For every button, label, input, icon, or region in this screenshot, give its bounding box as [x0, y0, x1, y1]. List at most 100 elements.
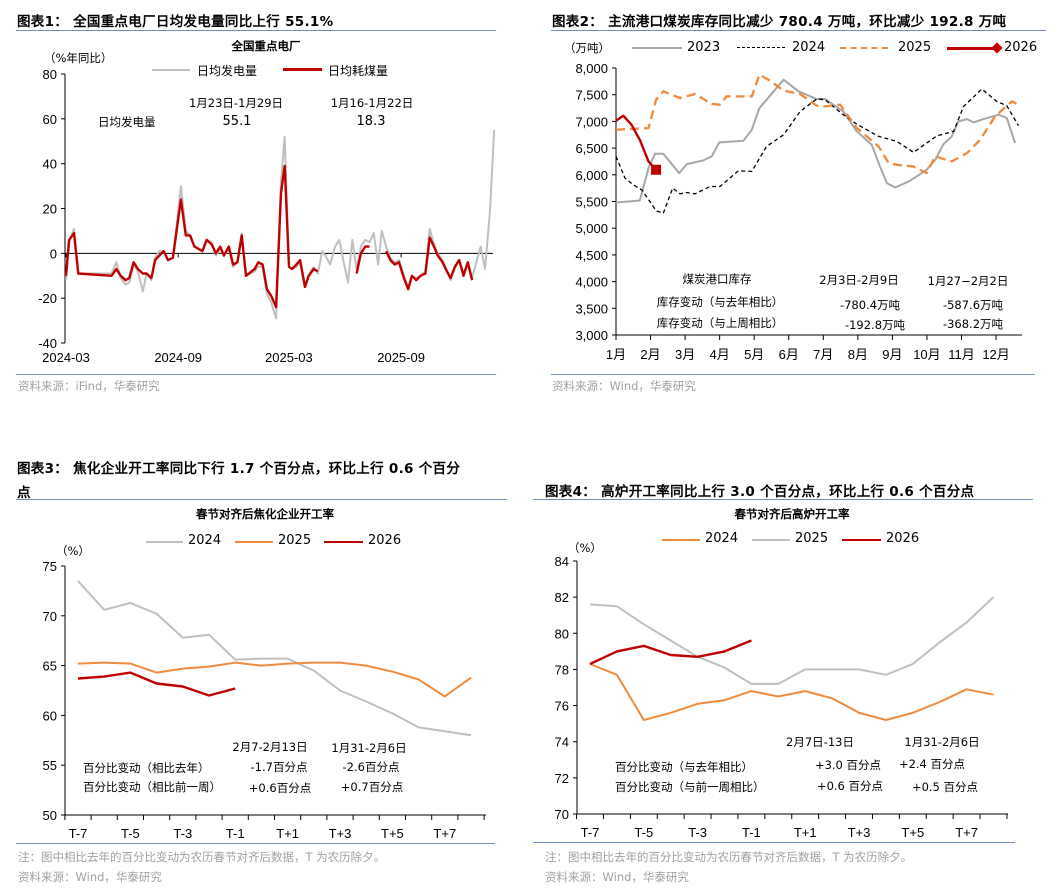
chart4-y-tick-label: 74 — [555, 735, 569, 750]
chart4-x-tick-label: T-3 — [688, 825, 707, 840]
chart2-annotation-row1-value2: -587.6万吨 — [942, 298, 1004, 312]
chart3-annotation-row2-label: 百分比变动（相比前一周） — [83, 780, 221, 794]
chart2-y-tick-label: 8,000 — [575, 61, 608, 76]
chart2-annotation-row2-value2: -368.2万吨 — [942, 317, 1004, 331]
figure4-title: 图表4： 高炉开工率同比上行 3.0 个百分点，环比上行 0.6 个百分点 — [545, 484, 975, 500]
chart2-annotation-header-1: 2月3日-2月9日 — [819, 273, 899, 287]
chart1-y-tick-label: 80 — [43, 67, 57, 82]
chart4-y-tick-label: 84 — [555, 554, 569, 569]
chart1-series-日均耗煤量-line — [385, 236, 474, 291]
chart4-y-tick-label: 76 — [555, 699, 569, 714]
chart1-legend-swatch-power — [152, 69, 190, 71]
chart2-annotation-row1-value1: -780.4万吨 — [839, 298, 901, 312]
chart1-y-tick-label: -20 — [38, 291, 57, 306]
chart1-annotation-row-label: 日均发电量 — [98, 115, 156, 129]
chart2-annotation-row1-label: 库存变动（与去年相比） — [656, 295, 784, 309]
chart2-legend-2026: 2026 — [1004, 40, 1038, 55]
chart3-legend-swatch-2024 — [146, 541, 183, 543]
chart2-y-tick-label: 6,500 — [575, 141, 608, 156]
chart4-series-2024-line — [589, 663, 994, 721]
chart3-y-tick-label: 60 — [43, 708, 57, 723]
chart1-y-tick-label: 0 — [50, 246, 57, 261]
chart4-x-tick-label: T+3 — [848, 825, 871, 840]
chart4-legend-2026: 2026 — [886, 531, 920, 546]
chart2-series-2025-line — [615, 73, 1021, 175]
chart2-series-2023-line — [615, 78, 1017, 204]
chart3-source: 资料来源：Wind，华泰研究 — [18, 870, 162, 884]
chart3-series-2026-line — [77, 671, 236, 697]
figure3-title-cont: 点 — [17, 485, 31, 501]
chart1-title: 全国重点电厂 — [231, 39, 301, 53]
chart2-x-tick-label: 6月 — [779, 347, 799, 362]
chart2-annotation-corner: 煤炭港口库存 — [682, 272, 752, 286]
chart1-legend-power: 日均发电量 — [197, 64, 258, 78]
chart2-series-2026-end-marker — [651, 164, 662, 175]
chart2-x-tick-label: 11月 — [948, 347, 975, 362]
chart3-annotation-row1-value2: -2.6百分点 — [342, 760, 400, 774]
chart3-title: 春节对齐后焦化企业开工率 — [196, 507, 334, 521]
chart2-x-tick-label: 8月 — [848, 347, 868, 362]
figure1-bottom-rule — [16, 374, 496, 375]
chart4-y-tick-label: 78 — [555, 662, 569, 677]
chart4-annotation-row2-value2: +0.5 百分点 — [911, 780, 979, 794]
figure3-bottom-rule — [16, 843, 495, 844]
chart3-legend-2025: 2025 — [278, 533, 312, 548]
chart2-legend-2025: 2025 — [898, 40, 932, 55]
chart4-annotation-header-1: 2月7日-13日 — [786, 735, 854, 749]
chart1-y-tick-label: -40 — [38, 336, 57, 351]
chart3-y-tick-label: 65 — [43, 659, 57, 674]
chart1-annotation-value-1: 55.1 — [222, 114, 252, 129]
chart3-annotation-header-2: 1月31-2月6日 — [331, 741, 407, 755]
chart4-source: 资料来源：Wind，华泰研究 — [545, 870, 689, 884]
chart2-x-tick-label: 5月 — [744, 347, 764, 362]
chart2-y-tick-label: 5,500 — [575, 195, 608, 210]
chart1-unit: （%年同比） — [44, 51, 113, 65]
chart3-y-tick-label: 75 — [43, 559, 57, 574]
chart3-annotation-row2-value1: +0.6百分点 — [248, 781, 312, 795]
chart1-annotation-value-2: 18.3 — [356, 114, 386, 129]
chart1-legend-coal: 日均耗煤量 — [328, 64, 389, 78]
chart4-x-tick-label: T+1 — [794, 825, 817, 840]
figure3-top-rule — [16, 499, 507, 500]
figure1-top-rule — [16, 30, 496, 31]
chart4-unit: （%） — [568, 541, 602, 555]
chart2-legend-swatch-2026 — [947, 47, 997, 50]
figure2-top-rule — [551, 30, 1046, 31]
chart2-unit: （万吨） — [564, 41, 610, 55]
chart2-y-tick-label: 7,500 — [575, 88, 608, 103]
chart1-y-tick-label: 40 — [43, 157, 57, 172]
chart2-x-tick-label: 3月 — [675, 347, 695, 362]
figure4-bottom-rule — [533, 842, 1015, 843]
chart4-legend-2025: 2025 — [795, 531, 829, 546]
figure4-top-rule — [533, 499, 1033, 500]
chart3-annotation-row1-value1: -1.7百分点 — [250, 760, 308, 774]
chart2-y-tick-label: 5,000 — [575, 221, 608, 236]
chart4-note: 注：图中相比去年的百分比变动为农历春节对齐后数据，T 为农历除夕。 — [545, 850, 913, 864]
chart4-y-tick-label: 82 — [555, 590, 569, 605]
chart3-x-tick-label: T+5 — [381, 826, 404, 841]
chart2-x-tick-label: 12月 — [982, 347, 1009, 362]
chart1-series-日均耗煤量-line — [355, 245, 370, 274]
chart2-series-2026-line — [615, 114, 657, 171]
chart1-x-tick-label: 2025-03 — [265, 350, 313, 365]
chart4-annotation-row2-value1: +0.6 百分点 — [816, 779, 884, 793]
chart2-annotation-row2-value1: -192.8万吨 — [844, 318, 906, 332]
chart2-legend-swatch-2025 — [840, 47, 888, 49]
chart4-x-tick-label: T-5 — [634, 825, 653, 840]
chart3-legend-swatch-2026 — [324, 541, 363, 543]
chart2-annotation-row2-label: 库存变动（与上周相比） — [656, 316, 784, 330]
chart3-legend-2026: 2026 — [368, 533, 402, 548]
chart2-source: 资料来源：Wind，华泰研究 — [552, 379, 696, 393]
chart3-legend-2024: 2024 — [188, 533, 222, 548]
chart3-note: 注：图中相比去年的百分比变动为农历春节对齐后数据，T 为农历除夕。 — [18, 850, 386, 864]
chart2-y-tick-label: 4,500 — [575, 248, 608, 263]
chart2-y-tick-label: 7,000 — [575, 114, 608, 129]
chart2-x-tick-label: 10月 — [913, 347, 940, 362]
chart4-y-tick-label: 70 — [555, 807, 569, 822]
chart3-y-tick-label: 55 — [43, 758, 57, 773]
chart2-x-tick-label: 9月 — [882, 347, 902, 362]
chart4-annotation-row1-label: 百分比变动（与去年相比） — [615, 760, 753, 774]
chart3-x-tick-label: T-5 — [121, 826, 140, 841]
chart4-y-tick-label: 72 — [555, 771, 569, 786]
chart2-y-tick-label: 3,000 — [575, 328, 608, 343]
